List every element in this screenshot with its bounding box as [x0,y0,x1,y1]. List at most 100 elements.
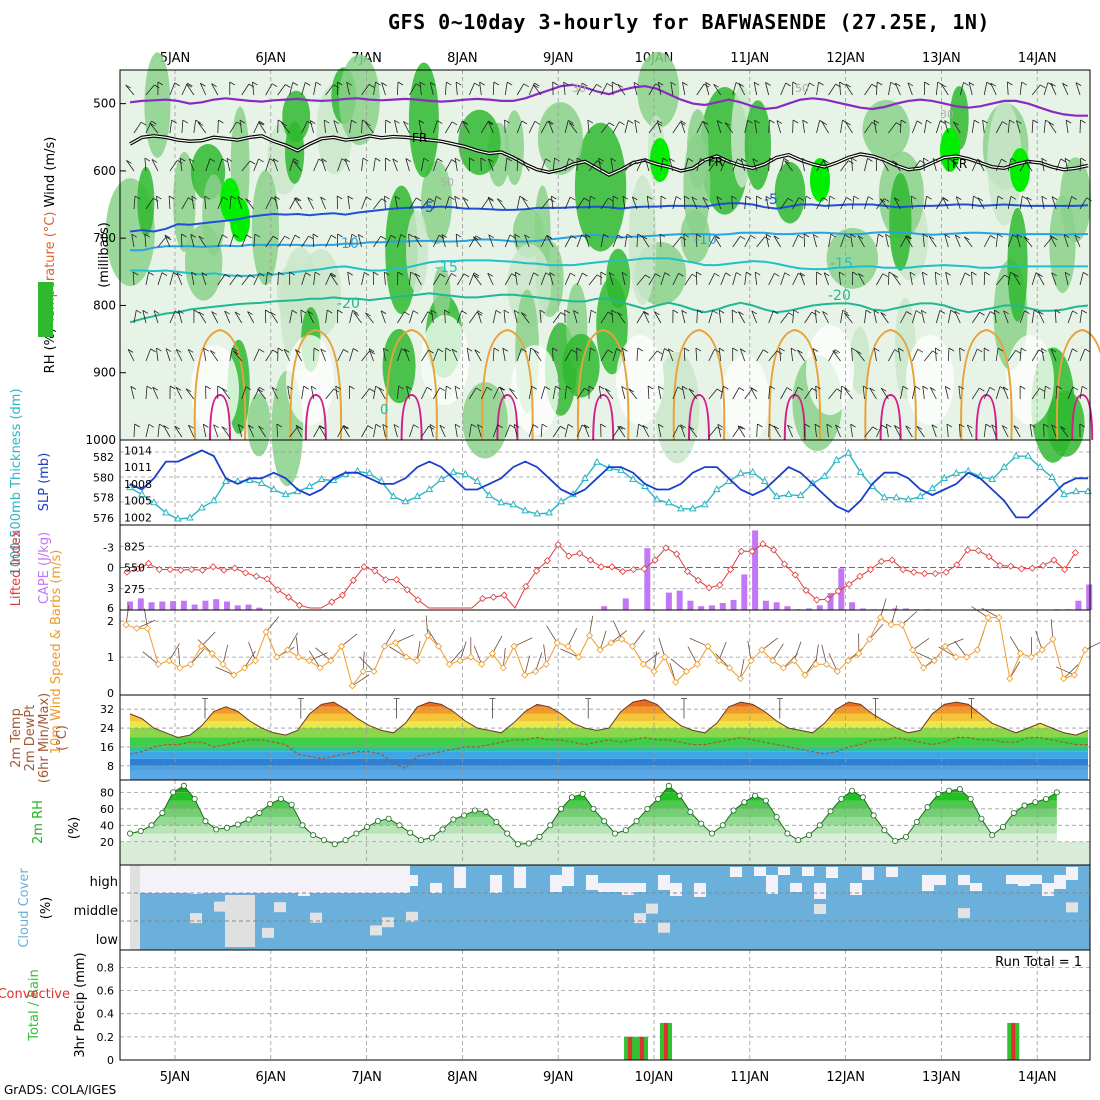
rh-shading [458,109,501,176]
wind-barb [1031,84,1041,96]
wind-barb [1067,310,1073,324]
wind-barb [461,310,467,315]
wind-barb [691,196,698,201]
wind-barb [912,120,918,134]
wind-barb [997,347,1004,352]
wind-barb [362,119,368,124]
wind-barb [1079,386,1083,400]
wind-barb [554,157,560,162]
wind-barb [622,195,629,200]
rh2m-marker [482,809,489,816]
axis-title-part: (millibars) [97,222,112,288]
wind-barb [664,272,671,276]
cloud-clear [658,875,670,890]
date-label-bottom: 12JAN [826,1070,865,1085]
cloud-clear [298,883,310,896]
wind-barb [234,311,243,324]
wind-barb [802,119,808,124]
wind-barb [626,233,633,238]
wind-barb [404,348,410,362]
wind-barb [780,82,787,96]
wind-barb [582,272,588,277]
wind-barb [224,310,231,324]
wind-barb [337,309,343,314]
warm-isotherm [768,328,822,441]
wind-barb [560,425,566,430]
wind-barb [585,234,590,248]
wind-barb [462,121,469,126]
wind-barb [186,83,192,88]
wind-barb [880,312,889,324]
cloud-clear [274,902,286,913]
lifted-index-marker [532,567,541,575]
wind-barb [895,82,901,87]
wind-barb [246,234,252,239]
wind-barb [514,233,520,238]
wind-barb [168,196,171,210]
wind-barb [687,158,694,162]
wind-barb [714,235,721,239]
wind-barb [599,385,605,390]
date-label-bottom: 11JAN [730,1070,769,1085]
wind-barb [780,158,785,172]
wind-barb [695,348,698,362]
wind-barb [1010,195,1017,200]
wind-barb [997,195,1004,200]
wind-speed-marker [628,642,637,650]
wind-barb [133,310,137,324]
wind-speed-marker [984,614,992,622]
wind-barb [935,82,939,96]
wind-barb [731,195,737,200]
wind-barb [604,388,614,400]
wind-barb [1064,272,1069,286]
wind-barb [716,160,722,164]
wind-speed-marker [370,667,378,676]
wind-barb [613,620,623,640]
wind-speed-marker [682,667,690,676]
wind-barb [864,122,873,134]
wind-barb [716,196,723,200]
rh2m-marker [213,826,220,833]
thickness-marker [425,485,434,493]
wind-barb [413,424,419,429]
wind-barb [850,424,853,438]
wind-speed-marker [801,671,809,679]
wind-barb [1065,119,1072,124]
wind-barb [245,198,251,203]
wind-barb [289,271,295,276]
wind-barb [446,81,452,86]
wind-barb [600,83,608,96]
wind-barb [1050,82,1056,87]
lifted-index-marker [705,584,713,592]
wind-barb [669,158,675,162]
wind-barb [845,83,851,88]
rh-shading [680,209,710,264]
wind-barb [278,271,284,276]
wind-barb [816,197,824,210]
date-label-bottom: 13JAN [922,1070,961,1085]
wind-barb [954,640,967,658]
lifted-index-marker [231,564,239,572]
wind-barb [1020,347,1027,352]
wind-barb [516,348,522,362]
wind-barb [765,233,772,238]
wind-barb [493,347,500,352]
axis-title-part: CAPE (J/kg) [37,532,52,604]
wind-barb [648,273,656,286]
wind-barb [768,423,770,438]
wind-speed-marker [866,635,874,643]
wind-barb [295,425,303,438]
wind-barb [294,197,302,210]
wind-barb [267,271,273,276]
wind-barb [935,271,941,276]
wind-barb [191,195,198,200]
wind-barb [336,195,343,200]
thickness-marker [138,490,146,498]
wind-barb [241,274,251,286]
wind-barb [169,82,176,96]
wind-barb [581,234,587,239]
wind-barb [178,310,183,324]
wind-barb [935,310,941,324]
wind-barb [1010,157,1017,162]
wind-barb [864,158,868,172]
